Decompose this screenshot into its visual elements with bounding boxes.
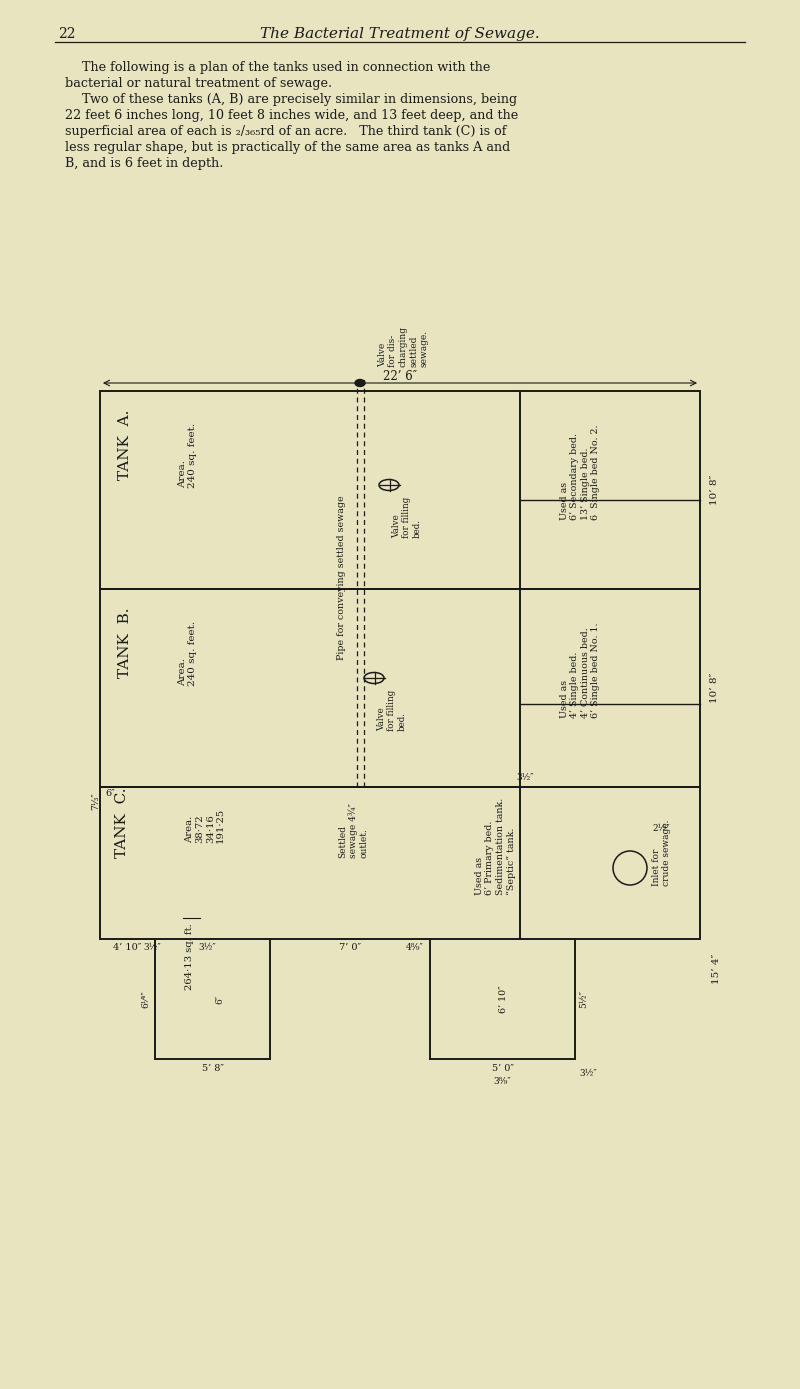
Bar [100, 788, 700, 939]
Text: 22: 22 [58, 26, 75, 42]
Text: 22’ 6″: 22’ 6″ [383, 369, 417, 383]
Bar [100, 390, 700, 589]
Text: TANK  C.: TANK C. [115, 788, 129, 858]
Text: bacterial or natural treatment of sewage.: bacterial or natural treatment of sewage… [65, 76, 332, 90]
Text: TANK  B.: TANK B. [118, 608, 132, 678]
Text: Valve
for filling
bed.: Valve for filling bed. [392, 497, 422, 539]
Text: Valve
for filling
bed.: Valve for filling bed. [377, 690, 407, 731]
Text: Inlet for
crude sewage.: Inlet for crude sewage. [652, 820, 671, 886]
Text: 4⁸⁄₉″: 4⁸⁄₉″ [406, 943, 424, 951]
Text: Used as
6’ Primary bed.
Sedimentation tank.
“Septic” tank.: Used as 6’ Primary bed. Sedimentation ta… [475, 799, 515, 896]
Text: 5’ 8″: 5’ 8″ [202, 1064, 223, 1072]
Text: Settled
sewage 4¾″
outlet.: Settled sewage 4¾″ outlet. [338, 803, 369, 858]
Text: Area.
240 sq. feet.: Area. 240 sq. feet. [178, 422, 198, 488]
Text: 3½″: 3½″ [579, 1070, 597, 1078]
Text: 2½″: 2½″ [652, 824, 670, 833]
Text: superficial area of each is ₂/₃₆₅rd of an acre.   The third tank (C) is of: superficial area of each is ₂/₃₆₅rd of a… [65, 125, 506, 138]
Text: 7’ 0″: 7’ 0″ [339, 943, 361, 951]
Text: B, and is 6 feet in depth.: B, and is 6 feet in depth. [65, 157, 223, 169]
Text: 10’ 8″: 10’ 8″ [710, 475, 719, 506]
Text: The following is a plan of the tanks used in connection with the: The following is a plan of the tanks use… [82, 61, 490, 74]
Text: Used as
4’ Single bed.
4’ Continuous bed.
6’ Single bed No. 1.: Used as 4’ Single bed. 4’ Continuous bed… [560, 624, 600, 718]
Text: 3⁸⁄₉″: 3⁸⁄₉″ [494, 1076, 511, 1086]
Text: 264·13 sq. ft.: 264·13 sq. ft. [185, 924, 194, 990]
Text: The Bacterial Treatment of Sewage.: The Bacterial Treatment of Sewage. [260, 26, 540, 42]
Text: 6″: 6″ [215, 995, 225, 1004]
Text: Area.
38·72
34·16
191·25: Area. 38·72 34·16 191·25 [185, 808, 226, 843]
Bar [100, 589, 700, 788]
Text: 3½″: 3½″ [198, 943, 216, 951]
Text: Two of these tanks (A, B) are precisely similar in dimensions, being: Two of these tanks (A, B) are precisely … [82, 93, 517, 106]
Text: 3¹⁄₂″: 3¹⁄₂″ [516, 774, 534, 782]
Text: 15’ 4″: 15’ 4″ [712, 954, 721, 985]
Text: 22 feet 6 inches long, 10 feet 8 inches wide, and 13 feet deep, and the: 22 feet 6 inches long, 10 feet 8 inches … [65, 108, 518, 122]
Text: TANK  A.: TANK A. [118, 410, 132, 481]
Text: 3½″: 3½″ [143, 943, 161, 951]
Text: 4’ 10″: 4’ 10″ [114, 943, 142, 951]
Text: 6″: 6″ [105, 789, 114, 799]
Text: 6’ 10″: 6’ 10″ [499, 985, 509, 1013]
Text: Pipe for conveying settled sewage: Pipe for conveying settled sewage [338, 496, 346, 660]
Text: 5½″: 5½″ [579, 990, 588, 1008]
Text: 10’ 8″: 10’ 8″ [710, 672, 719, 703]
Text: Used as
6’ Secondary bed.
13’ Single bed.
6  Single bed No. 2.: Used as 6’ Secondary bed. 13’ Single bed… [560, 425, 600, 521]
Text: 5’ 0″: 5’ 0″ [491, 1064, 514, 1072]
Text: less regular shape, but is practically of the same area as tanks A and: less regular shape, but is practically o… [65, 142, 510, 154]
Text: 6¹⁄⁴″: 6¹⁄⁴″ [141, 990, 150, 1008]
Text: 7¹⁄₃″: 7¹⁄₃″ [91, 792, 100, 810]
Text: Area.
240 sq. feet.: Area. 240 sq. feet. [178, 621, 198, 686]
Text: Valve
for dis-
charging
settled
sewage.: Valve for dis- charging settled sewage. [378, 326, 429, 367]
Ellipse shape [355, 379, 365, 386]
